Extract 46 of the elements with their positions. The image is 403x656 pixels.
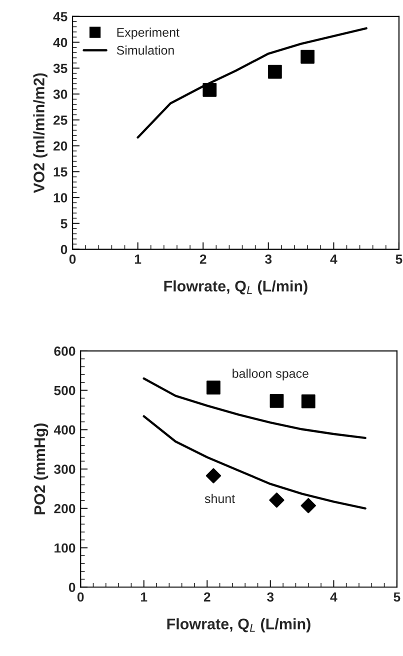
y-tick-label: 600 xyxy=(54,346,76,356)
x-tick-label: 2 xyxy=(204,592,210,602)
point xyxy=(300,498,316,514)
annotation: balloon space xyxy=(232,368,308,380)
x-axis-title: Flowrate, Q$_{L}$ (L/min) xyxy=(167,618,310,632)
line-series xyxy=(142,415,366,510)
y-tick-label: 35 xyxy=(53,64,68,74)
point xyxy=(202,82,217,97)
y-tick-label: 0 xyxy=(60,244,68,254)
x-tick-label: 3 xyxy=(267,592,274,602)
x-axis-title: Flowrate, Q$_{L}$ (L/min) xyxy=(164,280,308,295)
point xyxy=(301,394,316,408)
y-axis-title: VO2 (ml/min/m2) xyxy=(33,73,48,194)
y-tick-label: 30 xyxy=(53,90,68,99)
x-tick-label: 4 xyxy=(330,592,338,602)
y-tick-label: 40 xyxy=(53,38,68,48)
y-tick-label: 15 xyxy=(54,167,68,177)
y-tick-label: 300 xyxy=(54,464,76,474)
x-tick-label: 2 xyxy=(200,254,206,264)
point xyxy=(206,380,220,395)
y-tick-label: 5 xyxy=(60,219,68,228)
x-tick-label: 1 xyxy=(141,592,148,602)
y-tick-label: 0 xyxy=(68,582,76,592)
y-tick-label: 500 xyxy=(54,386,76,396)
x-tick-label: 4 xyxy=(330,254,338,264)
y-tick-label: 45 xyxy=(53,12,68,22)
point xyxy=(270,394,284,408)
point xyxy=(268,64,282,79)
y-tick-label: 400 xyxy=(54,425,76,435)
y-tick-label: 100 xyxy=(54,543,76,553)
point xyxy=(300,50,315,64)
y-tick-label: 20 xyxy=(53,141,68,151)
y-axis-title: PO2 (mmHg) xyxy=(34,424,48,514)
legend-label: Simulation xyxy=(116,46,174,55)
x-tick-label: 5 xyxy=(396,254,402,264)
x-tick-label: 3 xyxy=(265,254,272,264)
y-tick-label: 10 xyxy=(54,193,68,202)
point xyxy=(206,468,222,484)
y-tick-label: 25 xyxy=(53,115,68,125)
x-tick-label: 5 xyxy=(394,592,400,602)
y-tick-label: 200 xyxy=(54,504,76,514)
annotation: shunt xyxy=(204,494,235,504)
legend-label: Experiment xyxy=(117,28,180,40)
x-tick-label: 1 xyxy=(134,254,142,264)
point xyxy=(269,492,284,508)
x-tick-label: 0 xyxy=(77,592,84,602)
